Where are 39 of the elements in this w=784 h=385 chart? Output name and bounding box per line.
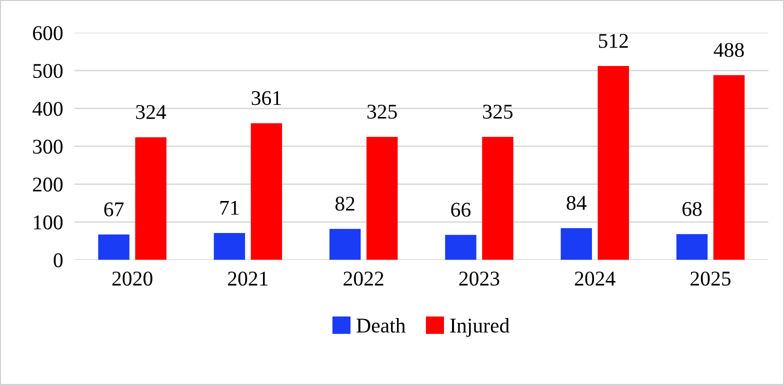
- bar: [676, 234, 708, 260]
- data-label: 325: [483, 104, 513, 119]
- y-tick-label: 500: [33, 64, 63, 78]
- x-tick-label: 2023: [459, 272, 500, 286]
- x-tick-label: 2020: [112, 272, 152, 286]
- bar: [445, 234, 476, 260]
- data-label: 325: [367, 104, 397, 119]
- data-label: 67: [104, 202, 124, 216]
- data-label: 512: [598, 34, 628, 48]
- bar: [214, 232, 246, 260]
- y-tick-label: 600: [33, 26, 63, 40]
- data-label: 361: [252, 91, 281, 106]
- bar: [250, 123, 282, 260]
- x-tick-label: 2022: [344, 272, 384, 286]
- data-label: 84: [566, 196, 586, 210]
- data-label: 68: [682, 202, 702, 216]
- bar: [329, 228, 361, 260]
- bar: [560, 228, 592, 260]
- y-tick-label: 200: [33, 178, 63, 192]
- bar: [366, 136, 398, 260]
- legend-label: Death: [356, 318, 406, 333]
- data-label: 71: [220, 200, 239, 215]
- data-label: 488: [714, 42, 744, 58]
- bar: [98, 234, 130, 260]
- y-tick-label: 0: [54, 253, 63, 268]
- legend-label: Injured: [450, 318, 510, 337]
- data-label: 66: [451, 202, 471, 217]
- y-tick-label: 300: [33, 140, 63, 154]
- y-tick-label: 100: [34, 215, 63, 230]
- x-tick-label: 2024: [574, 272, 616, 286]
- bar: [598, 66, 629, 260]
- data-label: 324: [136, 105, 166, 120]
- y-tick-label: 400: [32, 102, 63, 116]
- x-tick-label: 2025: [690, 272, 731, 286]
- data-label: 82: [335, 196, 354, 211]
- bar: [482, 136, 514, 260]
- bar: [135, 137, 166, 260]
- bar: [713, 75, 745, 260]
- x-tick-label: 2021: [228, 272, 268, 286]
